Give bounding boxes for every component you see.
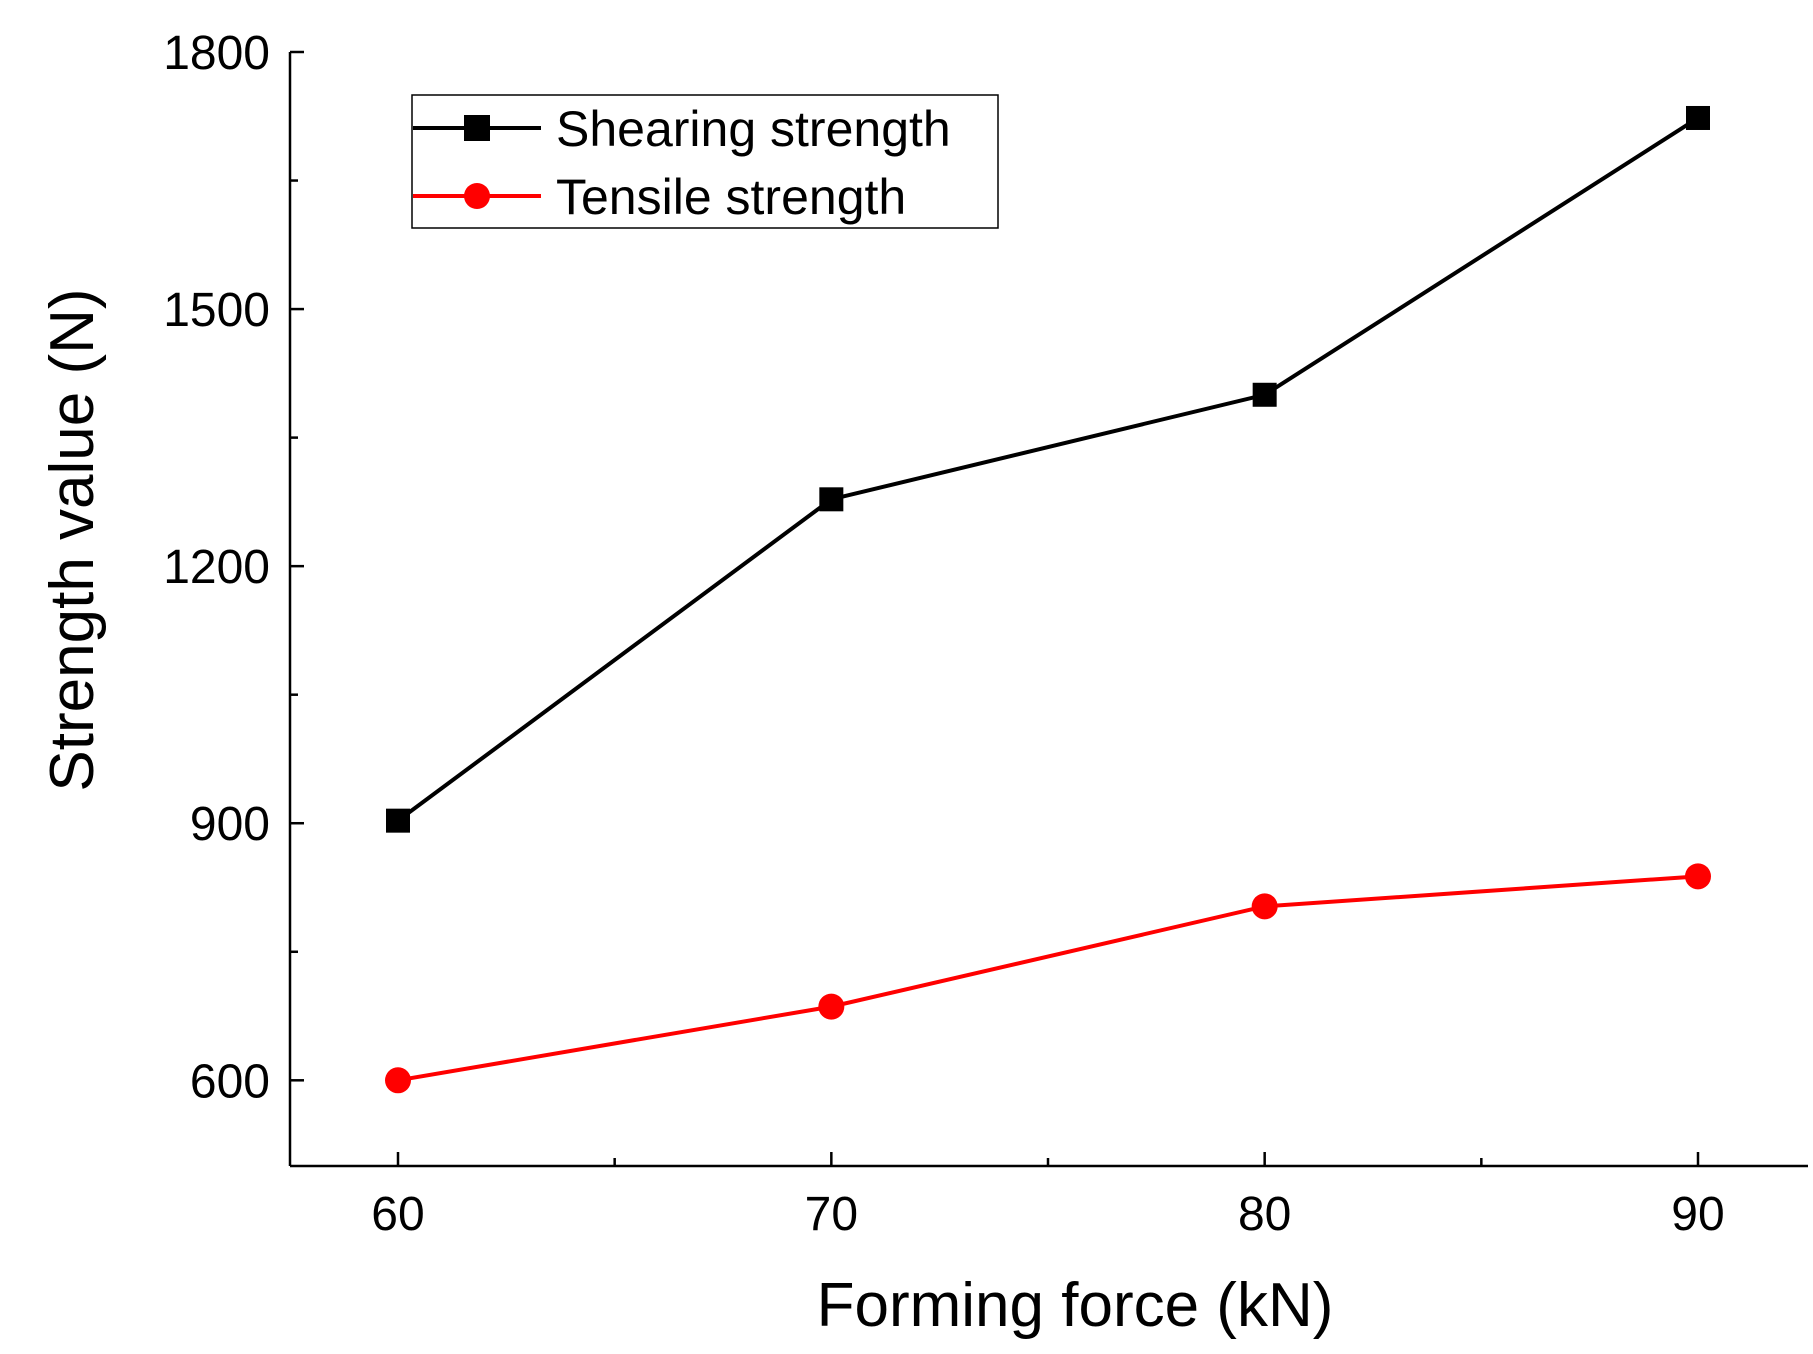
x-axis-title: Forming force (kN) (817, 1271, 1334, 1340)
data-point (1686, 105, 1710, 130)
data-point (818, 993, 845, 1020)
x-ticks: 60 70 80 90 (371, 1152, 1725, 1241)
y-tick-label: 1200 (163, 541, 270, 594)
x-tick-label: 60 (371, 1188, 424, 1241)
data-point (386, 808, 410, 833)
y-tick-label: 900 (190, 798, 270, 851)
series-tensile (385, 863, 1711, 1094)
series-line (397, 874, 1699, 1083)
y-axis-title: Strength value (N) (38, 288, 107, 791)
legend: Shearing strength Tensile strength (411, 94, 999, 229)
legend-shearing-label: Shearing strength (556, 101, 951, 157)
data-point (1685, 863, 1711, 890)
series-group (385, 105, 1711, 1094)
y-tick-label: 1500 (163, 284, 270, 337)
x-tick-label: 70 (805, 1188, 858, 1241)
series-shearing (386, 105, 1710, 833)
data-point (819, 487, 844, 512)
series-line (396, 116, 1700, 823)
x-tick-label: 90 (1671, 1188, 1724, 1241)
y-tick-label: 600 (190, 1055, 270, 1108)
legend-box (411, 94, 999, 229)
legend-tensile-marker (464, 183, 490, 209)
legend-shearing-marker (464, 115, 490, 141)
data-point (1252, 382, 1277, 407)
data-point (1251, 893, 1278, 920)
x-tick-label: 80 (1238, 1188, 1291, 1241)
y-ticks: 600 900 1200 1500 1800 (163, 27, 304, 1108)
legend-tensile-label: Tensile strength (556, 169, 906, 225)
y-tick-label: 1800 (163, 27, 270, 80)
data-point (385, 1067, 411, 1094)
